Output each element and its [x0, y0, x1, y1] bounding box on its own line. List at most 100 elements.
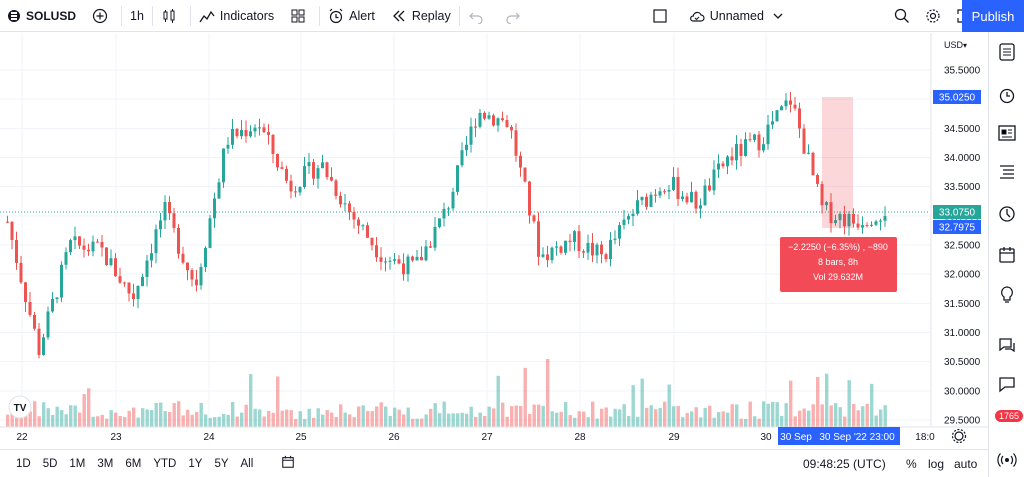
volume-bar — [748, 401, 752, 427]
volume-bar — [523, 367, 527, 427]
candle-body — [316, 168, 320, 179]
candle-body — [78, 236, 81, 246]
candle-body — [415, 256, 419, 261]
volume-bar — [352, 417, 356, 427]
tradingview-logo-icon[interactable]: TV — [8, 395, 32, 419]
range-button-all[interactable]: All — [240, 457, 254, 470]
calendar-icon[interactable] — [997, 245, 1017, 265]
interval-button[interactable]: 1h — [122, 0, 152, 32]
news-icon[interactable] — [997, 123, 1017, 143]
goto-date-calendar-icon[interactable] — [281, 455, 295, 472]
messages-icon[interactable] — [997, 374, 1017, 394]
candle-body — [42, 337, 45, 355]
candle-body — [213, 198, 216, 219]
volume-bar — [244, 404, 248, 427]
currency-chevron-icon[interactable]: ▾ — [963, 41, 967, 50]
volume-bar — [217, 416, 221, 427]
measure-range-area — [822, 97, 853, 228]
volume-bar — [834, 403, 838, 427]
range-button-5y[interactable]: 5Y — [214, 457, 229, 470]
volume-bar — [546, 359, 550, 427]
candle-body — [789, 100, 792, 105]
candle-body — [667, 189, 671, 192]
candle-body — [514, 130, 518, 156]
utc-clock[interactable]: 09:48:25 (UTC) — [803, 457, 886, 471]
volume-bar — [339, 404, 343, 427]
fullscreen-toggle-button[interactable] — [644, 0, 681, 32]
hotlists-icon[interactable] — [997, 204, 1017, 224]
volume-bar — [78, 412, 82, 427]
candle-body — [636, 200, 639, 214]
chat-icon[interactable] — [997, 335, 1017, 355]
candle-body — [6, 221, 9, 223]
currency-label[interactable]: USD — [944, 40, 964, 50]
volume-bar — [325, 410, 329, 427]
symbol-selector[interactable]: SOLUSD — [0, 0, 84, 32]
candle-body — [235, 128, 239, 137]
volume-bar — [820, 404, 824, 427]
range-button-1y[interactable]: 1Y — [188, 457, 203, 470]
candle-body — [244, 130, 248, 137]
redo-button[interactable] — [497, 0, 534, 32]
symbol-label: SOLUSD — [26, 8, 77, 23]
chart-settings-gear-icon[interactable] — [951, 428, 967, 444]
replay-button[interactable]: Replay — [383, 0, 459, 32]
candle-body — [757, 134, 761, 151]
templates-button[interactable] — [282, 0, 319, 32]
add-symbol-button[interactable] — [84, 0, 121, 32]
volume-bar — [568, 415, 572, 427]
range-button-6m[interactable]: 6M — [125, 457, 142, 470]
candle-body — [735, 144, 738, 161]
log-scale-toggle[interactable]: log — [928, 457, 945, 471]
price-chart[interactable]: −2.2250 (−6.35%) , −890 8 bars, 8h Vol 2… — [0, 33, 988, 477]
ideas-lightbulb-icon[interactable] — [997, 285, 1017, 305]
volume-bar — [132, 407, 136, 427]
volume-bar — [609, 416, 613, 427]
volume-bar — [852, 404, 856, 427]
publish-button[interactable]: Publish — [962, 0, 1024, 32]
candle-body — [744, 139, 747, 156]
volume-bar — [186, 409, 190, 427]
layout-name-button[interactable]: Unnamed — [681, 0, 799, 32]
range-button-1m[interactable]: 1M — [69, 457, 86, 470]
candle-body — [613, 238, 617, 240]
volume-bar — [123, 417, 127, 427]
search-button[interactable] — [889, 0, 920, 32]
volume-bar — [150, 410, 154, 427]
volume-bar — [213, 417, 217, 427]
data-window-icon[interactable] — [997, 162, 1017, 182]
candle-body — [690, 191, 693, 203]
range-button-3m[interactable]: 3M — [97, 457, 114, 470]
live-stream-icon[interactable] — [997, 450, 1017, 470]
percent-scale-toggle[interactable]: % — [906, 457, 917, 471]
volume-bar — [861, 406, 865, 427]
layout-name-label: Unnamed — [709, 8, 764, 23]
svg-text:TV: TV — [14, 403, 27, 414]
auto-scale-toggle[interactable]: auto — [954, 457, 978, 471]
candle-body — [622, 219, 626, 226]
indicators-button[interactable]: Indicators — [191, 0, 282, 32]
volume-bar — [105, 418, 109, 427]
chart-type-button[interactable] — [153, 0, 190, 32]
undo-button[interactable] — [460, 0, 497, 32]
alerts-icon[interactable] — [997, 85, 1017, 105]
candle-body — [141, 276, 144, 287]
candle-body — [802, 128, 806, 154]
range-button-ytd[interactable]: YTD — [153, 457, 177, 470]
range-button-5d[interactable]: 5D — [42, 457, 58, 470]
settings-button[interactable] — [920, 0, 951, 32]
volume-bar — [541, 405, 545, 427]
volume-bar — [375, 406, 379, 427]
volume-bar — [330, 412, 334, 427]
candle-body — [811, 152, 815, 176]
candles-icon — [161, 8, 177, 24]
candle-body — [402, 263, 405, 275]
volume-bar — [739, 418, 743, 427]
notifications-badge[interactable]: 1765 — [995, 410, 1024, 422]
range-button-1d[interactable]: 1D — [16, 457, 31, 470]
watchlist-icon[interactable] — [997, 42, 1017, 62]
volume-bar — [492, 408, 496, 427]
candle-body — [438, 218, 441, 227]
alert-button[interactable]: Alert — [320, 0, 383, 32]
candle-body — [442, 208, 446, 219]
